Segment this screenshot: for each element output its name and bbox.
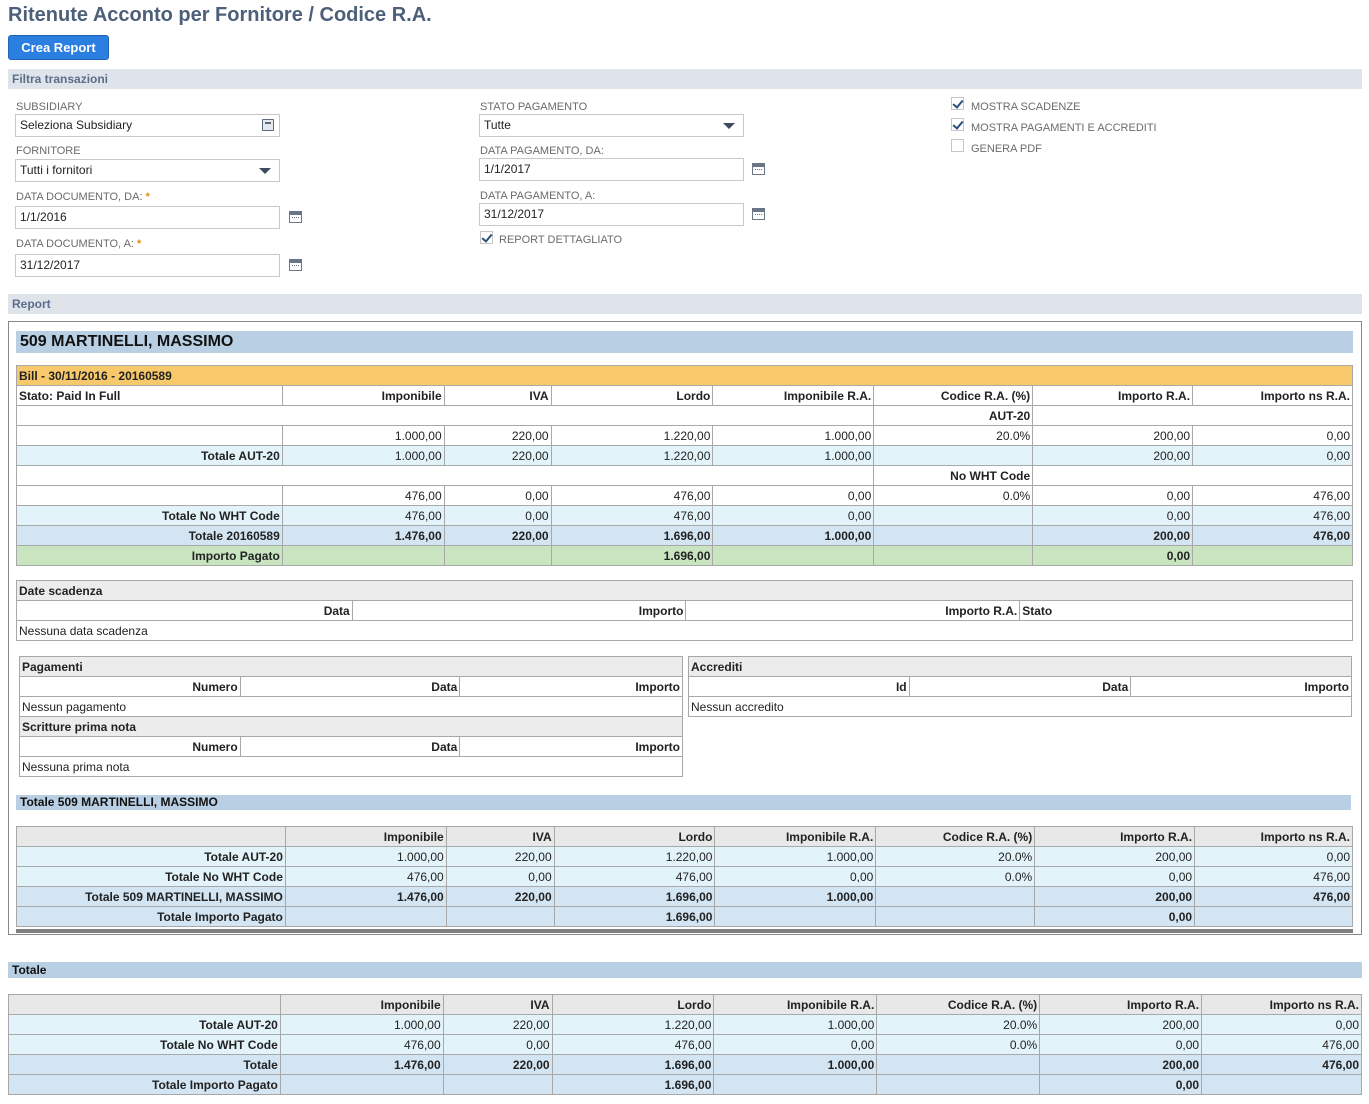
table-row: Totale AUT-20 1.000,00 220,00 1.220,00 1.00…: [16, 846, 1353, 867]
scadenze-title: Date scadenza: [16, 580, 1353, 601]
mostra-scadenze-label: MOSTRA SCADENZE: [971, 101, 1081, 113]
page-title: Ritenute Acconto per Fornitore / Codice …: [8, 4, 432, 26]
table-row: Totale 1.476,00 220,00 1.696,00 1.000,00 200…: [8, 1054, 1362, 1075]
genera-pdf-label: GENERA PDF: [971, 143, 1042, 155]
vendor-total-header: Totale 509 MARTINELLI, MASSIMO: [16, 795, 1351, 810]
pagamenti-table: Pagamenti Numero Data Importo Nessun pagam…: [19, 656, 683, 777]
data-documento-da-label: DATA DOCUMENTO, DA: *: [16, 191, 150, 203]
subsidiary-select[interactable]: Seleziona Subsidiary: [15, 114, 280, 137]
grand-total-header: Totale: [8, 962, 1362, 978]
wht-code-label: AUT-20: [873, 405, 1034, 426]
data-pagamento-a-label: DATA PAGAMENTO, A:: [480, 190, 596, 202]
fornitore-select[interactable]: Tutti i fornitori: [15, 159, 280, 182]
table-row: Importo Pagato 1.696,00 0,00: [16, 545, 1353, 566]
bill-table: Bill - 30/11/2016 - 20160589 Stato: Paid…: [15, 365, 1353, 566]
chevron-down-icon[interactable]: [259, 168, 271, 174]
subsidiary-label: SUBSIDIARY: [16, 101, 83, 113]
column-header: Imponibile: [281, 385, 445, 406]
report-panel: [8, 321, 1362, 935]
table-row: Totale AUT-20 1.000,00 220,00 1.220,00 1.00…: [16, 445, 1353, 466]
pagamenti-title: Pagamenti: [19, 656, 683, 677]
table-row: AUT-20: [15, 405, 1353, 426]
vendor-total-table: Imponibile IVA Lordo Imponibile R.A. Codice …: [16, 826, 1353, 927]
data-pagamento-a-input[interactable]: 31/12/2017: [479, 203, 744, 226]
prima-nota-title: Scritture prima nota: [19, 716, 683, 737]
report-dettagliato-label: REPORT DETTAGLIATO: [499, 234, 623, 246]
fornitore-label: FORNITORE: [16, 145, 81, 157]
wht-code-label: No WHT Code: [873, 465, 1034, 486]
mostra-pagamenti-label: MOSTRA PAGAMENTI E ACCREDITI: [971, 122, 1157, 134]
filter-section-header: Filtra transazioni: [8, 69, 1362, 89]
data-documento-a-label: DATA DOCUMENTO, A: *: [16, 238, 142, 250]
subsidiary-value: Seleziona Subsidiary: [20, 118, 133, 132]
bill-status: Stato: Paid In Full: [16, 385, 283, 406]
table-row: Totale No WHT Code 476,00 0,00 476,00 0,00 0…: [8, 1034, 1362, 1055]
column-header: IVA: [443, 385, 552, 406]
column-header: Importo R.A.: [1032, 385, 1194, 406]
calendar-icon[interactable]: [752, 163, 765, 175]
create-report-button[interactable]: Crea Report: [8, 35, 109, 60]
bill-title: Bill - 30/11/2016 - 20160589: [16, 365, 1353, 386]
grand-total-table: Imponibile IVA Lordo Imponibile R.A. Codice …: [8, 994, 1362, 1095]
stato-pagamento-value: Tutte: [484, 118, 511, 132]
table-row: Totale AUT-20 1.000,00 220,00 1.220,00 1.00…: [8, 1014, 1362, 1035]
vendor-header: 509 MARTINELLI, MASSIMO: [16, 331, 1353, 353]
column-header: Imponibile R.A.: [712, 385, 875, 406]
table-row: Totale No WHT Code 476,00 0,00 476,00 0,00 0…: [16, 866, 1353, 887]
data-pagamento-da-label: DATA PAGAMENTO, DA:: [480, 145, 604, 157]
genera-pdf-checkbox[interactable]: [951, 139, 964, 152]
required-mark: *: [137, 238, 142, 250]
calendar-icon[interactable]: [289, 211, 302, 223]
data-documento-da-input[interactable]: 1/1/2016: [15, 206, 280, 229]
report-section-header: Report: [8, 294, 1362, 314]
table-row: Totale 509 MARTINELLI, MASSIMO 1.476,00 2…: [16, 886, 1353, 907]
calendar-icon[interactable]: [752, 208, 765, 220]
calendar-icon[interactable]: [289, 259, 302, 271]
chevron-down-icon[interactable]: [723, 123, 735, 129]
table-row: 476,00 0,00 476,00 0,00 0.0% 0,00 476,00: [16, 485, 1353, 506]
column-header: Lordo: [550, 385, 714, 406]
scadenze-table: Date scadenza Data Importo Importo R.A. Sta…: [16, 580, 1353, 641]
scadenze-empty: Nessuna data scadenza: [16, 620, 1353, 641]
table-shadow: [16, 929, 1353, 933]
accrediti-table: Accrediti Id Data Importo Nessun accredito: [688, 656, 1352, 717]
accrediti-title: Accrediti: [688, 656, 1352, 677]
column-header: Codice R.A. (%): [873, 385, 1034, 406]
table-row: Totale 20160589 1.476,00 220,00 1.696,00 1.…: [16, 525, 1353, 546]
table-row: Totale Importo Pagato 1.696,00 0,00: [16, 906, 1353, 927]
mostra-pagamenti-checkbox[interactable]: [951, 118, 964, 131]
stato-pagamento-label: STATO PAGAMENTO: [480, 101, 588, 113]
column-header: Importo ns R.A.: [1192, 385, 1353, 406]
data-documento-a-input[interactable]: 31/12/2017: [15, 254, 280, 277]
table-row: Totale No WHT Code 476,00 0,00 476,00 0,00 0…: [16, 505, 1353, 526]
required-mark: *: [145, 191, 150, 203]
table-row: No WHT Code: [15, 465, 1353, 486]
list-picker-icon[interactable]: [262, 119, 274, 131]
mostra-scadenze-checkbox[interactable]: [951, 97, 964, 110]
report-dettagliato-checkbox[interactable]: [480, 231, 493, 244]
fornitore-value: Tutti i fornitori: [20, 163, 93, 177]
table-row: Totale Importo Pagato 1.696,00 0,00: [8, 1074, 1362, 1095]
stato-pagamento-select[interactable]: Tutte: [479, 114, 744, 137]
data-pagamento-da-input[interactable]: 1/1/2017: [479, 158, 744, 181]
table-row: 1.000,00 220,00 1.220,00 1.000,00 20.0% 200,0…: [16, 425, 1353, 446]
